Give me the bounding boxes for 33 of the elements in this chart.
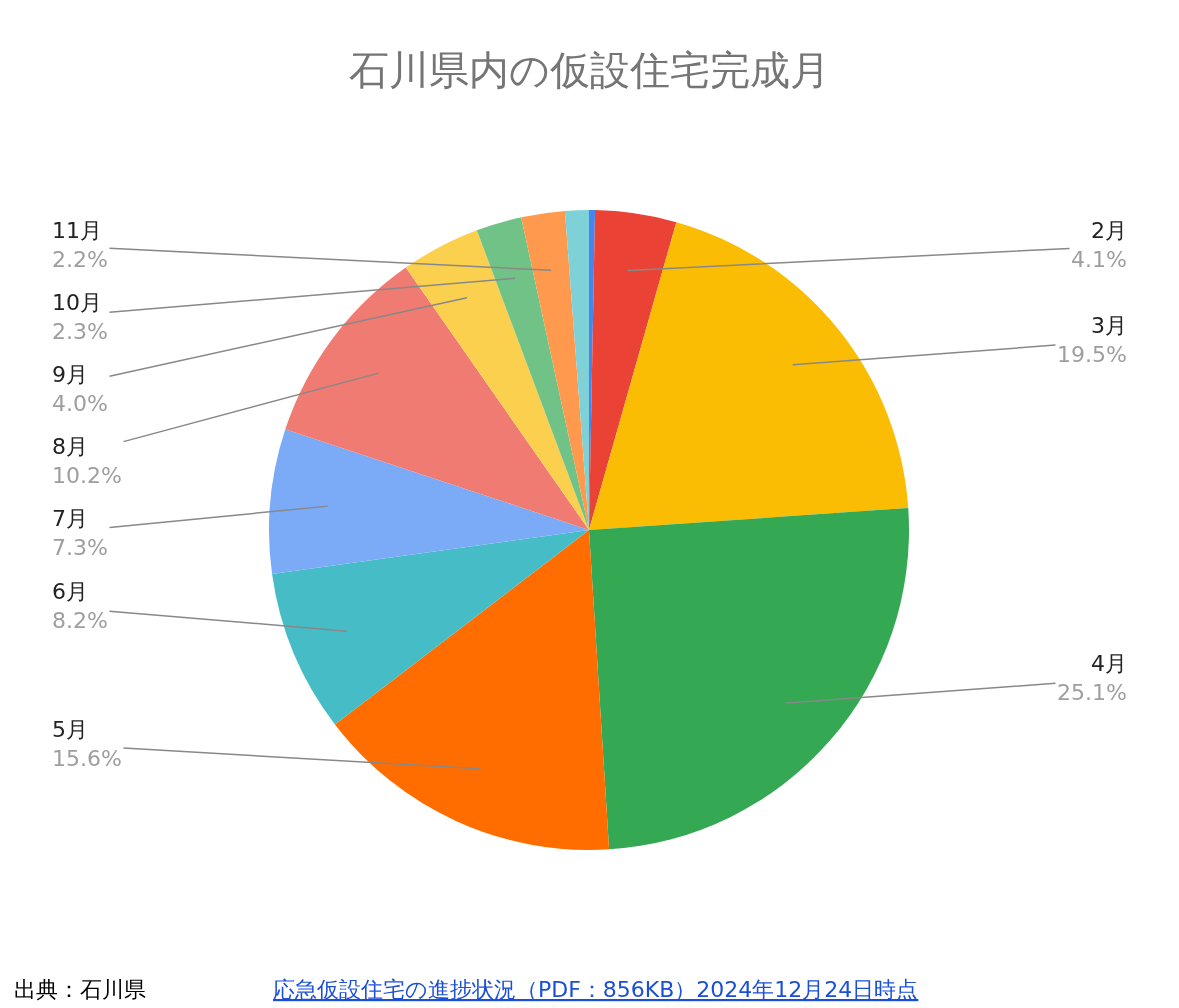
pie-slice [405,230,589,530]
slice-label: 2月 [1090,218,1127,243]
pie-slice [272,530,589,725]
slice-label: 5月 [52,717,88,742]
chart-title: 石川県内の仮設住宅完成月 [349,47,830,93]
data-label: 7.3% [52,534,108,560]
source-note: 出典：石川県 [14,977,146,1002]
pie-slice [334,530,610,850]
slice-label: 4月 [1090,651,1127,676]
text: 応急仮設住宅の進捗状況（PDF：856KB）2024年12月24日時点 [273,977,919,1002]
slice-label: 10月 [52,290,102,315]
pie-slice [285,267,589,530]
slice-label: 6月 [52,579,88,604]
pie-slice [589,507,909,850]
slice-label: 11月 [52,218,102,243]
slice-label: 7月 [52,506,88,531]
data-label: 4.0% [52,390,108,416]
slice-label: 3月 [1090,313,1127,338]
slice-label: 8月 [52,434,88,459]
pie-slice [269,429,589,575]
data-label: 15.6% [52,745,122,771]
data-label: 10.2% [52,462,122,488]
pie-slice [589,222,909,530]
data-label: 25.1% [1057,679,1127,705]
pie-slice [589,210,677,530]
data-label: 4.1% [1071,246,1127,272]
data-label: 2.3% [52,318,108,344]
pie-slice [476,217,589,530]
data-label: 19.5% [1057,341,1127,367]
pie-slice [521,210,589,530]
data-label: 8.2% [52,607,108,633]
slice-label: 9月 [52,362,88,387]
data-label: 2.2% [52,246,108,272]
